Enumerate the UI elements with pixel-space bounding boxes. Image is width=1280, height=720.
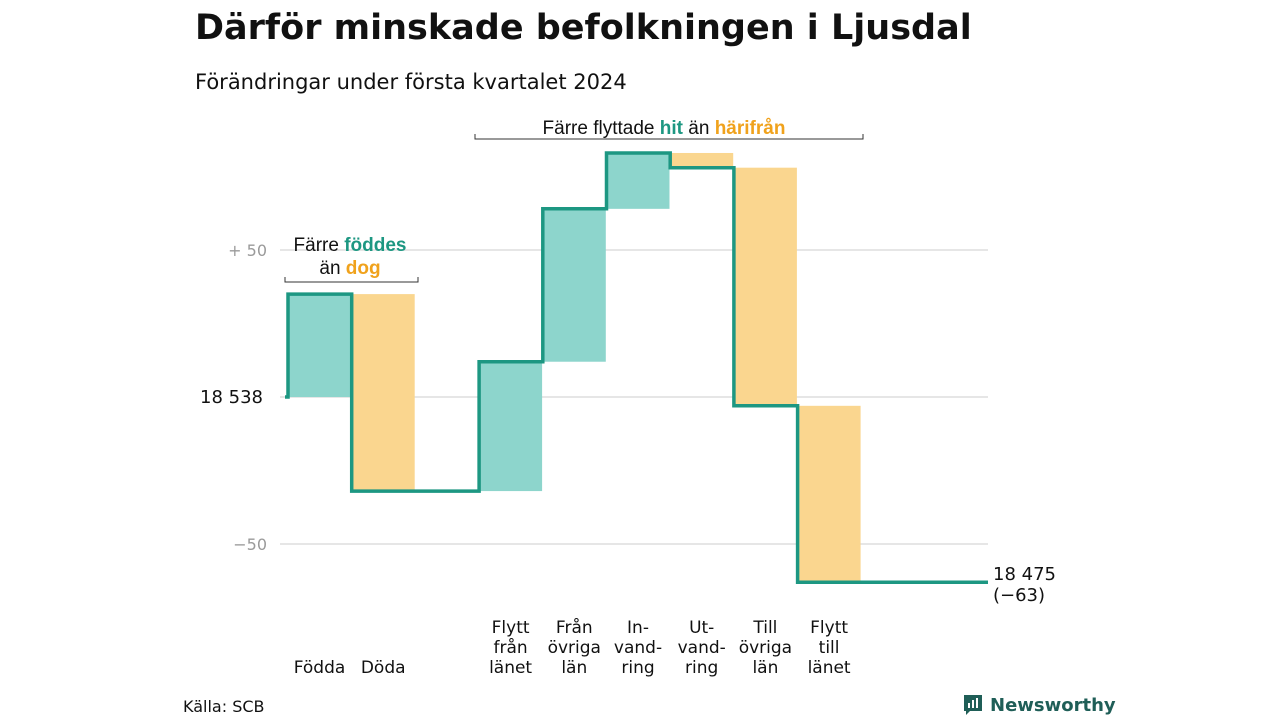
bar-7 [733,167,797,406]
category-label-5: In-vand-ring [614,618,662,678]
cumulative-step-line [285,151,988,584]
y-tick-label-0: + 50 [228,241,267,260]
newsworthy-chart-icon [964,695,982,715]
bar-4 [542,208,606,362]
births-annotation-bracket [284,277,419,283]
bar-3 [479,361,543,492]
y-tick-label-2: −50 [233,535,267,554]
base-value-label: 18 538 [200,387,263,408]
bar-1 [351,294,415,492]
moves-annotation: Färre flyttade hit än härifrån [474,118,864,140]
births-annotation-line2: än dog [319,258,380,279]
bar-5 [606,152,670,209]
births-annotation: Färre föddes än dog [284,235,419,283]
brand-logo: Newsworthy [962,693,1116,717]
end-value-label: 18 475 [993,564,1056,585]
births-annotation-line1: Färre föddes [294,235,407,256]
brand-name: Newsworthy [990,694,1116,716]
category-label-8: Flytt till länet [808,618,851,678]
bar-0 [288,294,351,397]
category-label-7: Till övriga län [739,618,792,678]
category-label-3: Flytt från länet [489,618,532,678]
category-label-1: Döda [361,658,406,678]
chart-subtitle: Förändringar under första kvartalet 2024 [195,70,627,94]
step-line-layer [285,151,988,584]
category-label-6: Ut-vand-ring [678,618,726,678]
source-note: Källa: SCB [183,697,265,716]
chart-title: Därför minskade befolkningen i Ljusdal [195,8,972,48]
moves-annotation-bracket [474,134,864,140]
moves-annotation-text: Färre flyttade hit än härifrån [543,118,786,139]
category-label-4: Från övriga län [548,617,601,678]
bar-8 [797,405,861,583]
bar-6 [670,152,734,168]
category-label-0: Födda [294,658,346,678]
end-change-label: (−63) [993,585,1045,606]
label-layer: + 50 −50 18 538 Födda Döda Flytt från länet Från… [200,241,1056,678]
bar-layer [288,152,861,583]
